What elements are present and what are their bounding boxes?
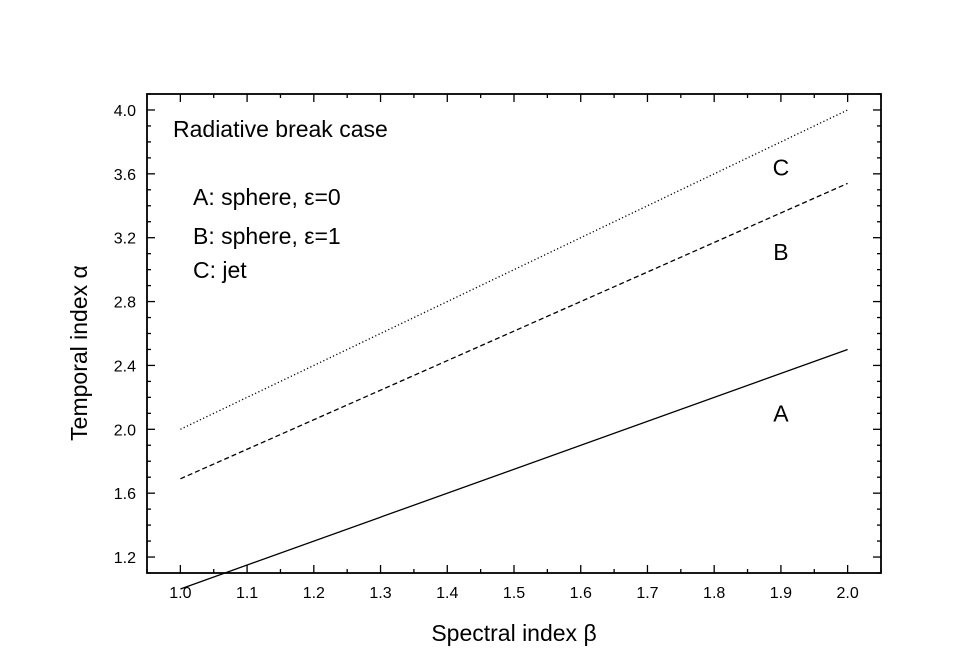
x-tick-label: 1.8	[703, 585, 725, 602]
x-tick-label: 1.3	[369, 585, 391, 602]
x-tick-label: 1.0	[169, 585, 191, 602]
tick-labels: 1.0 1.1 1.2 1.3 1.4 1.5 1.6 1.7 1.8 1.9 2.0 1.2 1.6 2…	[114, 103, 859, 602]
annotation-b: B: sphere, ε=1	[193, 223, 341, 249]
series-label-c: C	[773, 154, 790, 180]
series-label-a: A	[773, 400, 789, 426]
series-labels: A B C	[773, 154, 790, 426]
x-tick-label: 1.2	[303, 585, 325, 602]
x-tick-label: 1.9	[770, 585, 792, 602]
x-tick-label: 1.1	[236, 585, 258, 602]
series-line-c	[180, 109, 848, 430]
annotation-title: Radiative break case	[173, 116, 388, 142]
series-label-b: B	[773, 239, 788, 265]
y-tick-label: 1.6	[114, 486, 136, 503]
x-tick-label: 1.7	[636, 585, 658, 602]
y-tick-label: 4.0	[114, 103, 136, 120]
x-tick-label: 1.6	[570, 585, 592, 602]
y-tick-label: 2.4	[114, 358, 136, 375]
series-line-b	[180, 182, 848, 480]
annotation-c: C: jet	[193, 257, 247, 283]
series-lines	[180, 109, 848, 590]
y-axis-title: Temporal index α	[66, 265, 92, 441]
x-tick-label: 2.0	[837, 585, 859, 602]
y-tick-label: 3.2	[114, 231, 136, 248]
x-tick-label: 1.4	[436, 585, 458, 602]
y-tick-label: 1.2	[114, 550, 136, 567]
y-tick-label: 2.0	[114, 422, 136, 439]
x-axis-title: Spectral index β	[431, 620, 596, 646]
annotation-a: A: sphere, ε=0	[193, 184, 341, 210]
y-tick-label: 2.8	[114, 295, 136, 312]
y-tick-label: 3.6	[114, 167, 136, 184]
axis-ticks	[146, 93, 882, 574]
series-line-a	[180, 348, 848, 590]
x-tick-label: 1.5	[503, 585, 525, 602]
plot-frame	[146, 93, 882, 574]
